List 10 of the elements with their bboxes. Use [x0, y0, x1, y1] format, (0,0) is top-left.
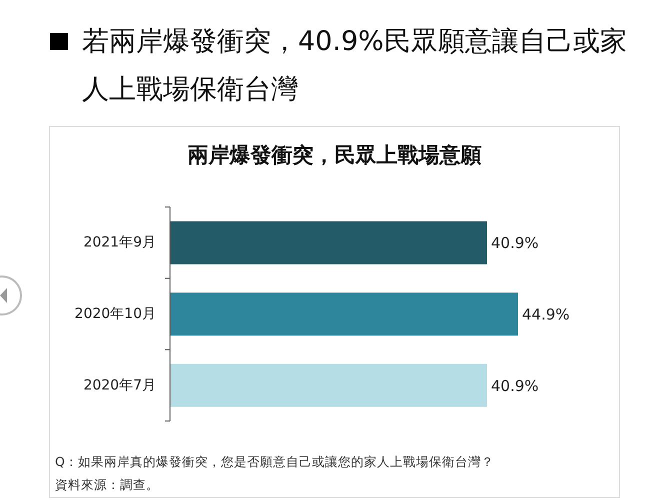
text: Q：如果兩岸真的爆發衝突，您是否願意自己或讓您的家人上戰場保衛台灣？ [55, 453, 494, 471]
y-tick-label: 2020年7月 [83, 377, 156, 394]
y-tick-label: 2020年10月 [74, 306, 156, 322]
data-label: 44.9% [522, 305, 570, 324]
chart-title: 若兩岸爆發衝突，40.9%民眾願意讓自己或家人上戰場保衛台灣 [82, 25, 628, 107]
data-label: 40.9% [491, 376, 539, 395]
y-tick-label: 2021年9月 [83, 234, 156, 251]
source-note: 資料來源：調查。 [55, 476, 159, 494]
data-label: 40.9% [491, 234, 539, 252]
chart-subtitle: 兩岸爆發衝突，民眾上戰場意願 [186, 142, 482, 169]
